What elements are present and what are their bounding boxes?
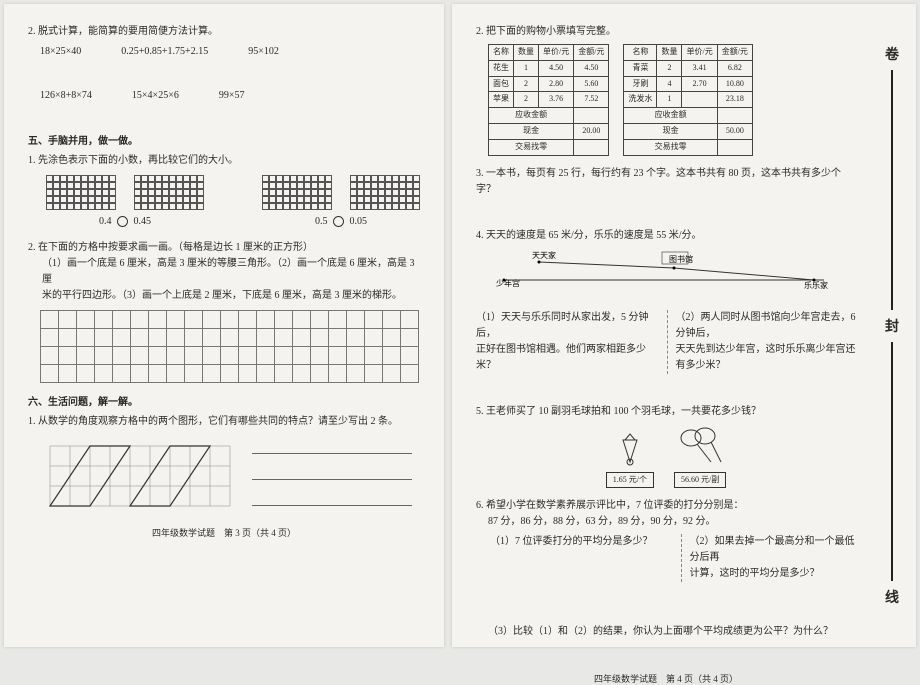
side-tabs: 卷 封 线 [872, 44, 912, 607]
tab-char: 封 [885, 316, 899, 336]
expr: 15×4×25×6 [132, 88, 179, 104]
dia-label: 天天家 [532, 250, 556, 260]
dia-label: 图书馆 [669, 254, 693, 264]
expr: 99×57 [219, 88, 245, 104]
dia-label: 乐乐家 [804, 280, 828, 290]
racket-icon [675, 426, 725, 466]
scores: 87 分，86 分，88 分，63 分，89 分，90 分，92 分。 [488, 514, 856, 530]
walk-diagram: 天天家 图书馆 乐乐家 少年宫 [494, 248, 856, 304]
page-3: 2. 脱式计算，能简算的要用简便方法计算。 18×25×40 0.25+0.85… [4, 4, 444, 647]
q5-1-text: 1. 先涂色表示下面的小数，再比较它们的大小。 [28, 153, 420, 169]
receipt-2: 名称数量单价/元金额/元 青菜23.416.82牙刷42.7010.80洗发水1… [623, 44, 752, 156]
q6-1-text: 1. 从数学的角度观察方格中的两个图形，它们有哪些共同的特点？请至少写出 2 条… [28, 414, 420, 430]
page-footer: 四年级数学试题 第 4 页（共 4 页） [476, 672, 856, 685]
q2: 2. 脱式计算，能简算的要用简便方法计算。 18×25×40 0.25+0.85… [28, 24, 420, 104]
r-q2: 2. 把下面的购物小票填写完整。 名称数量单价/元金额/元 花生14.504.5… [476, 24, 856, 156]
pattern-svg [40, 436, 240, 516]
cmp-val: 0.45 [134, 216, 152, 227]
q4-2: （2）两人同时从图书馆向少年宫走去，6 分钟后， 天天先到达少年宫，这时乐乐离少… [667, 310, 857, 374]
page-footer: 四年级数学试题 第 3 页（共 4 页） [28, 526, 420, 539]
cmp-val: 0.5 [315, 216, 328, 227]
r-q5: 5. 王老师买了 10 副羽毛球拍和 100 个羽毛球，一共要花多少钱？ 1.6… [476, 404, 856, 489]
q6-subparts: （1）7 位评委打分的平均分是多少？ （2）如果去掉一个最高分和一个最低分后再 … [476, 534, 856, 608]
cmp-val: 0.05 [350, 216, 368, 227]
receipt-tables: 名称数量单价/元金额/元 花生14.504.50面包22.805.60苹果23.… [488, 44, 856, 156]
q5-1: 1. 先涂色表示下面的小数，再比较它们的大小。 0.4 0.45 0.5 0.0… [28, 153, 420, 230]
q5-2b: 米的平行四边形。（3）画一个上底是 2 厘米，下底是 6 厘米，高是 3 厘米的… [42, 288, 420, 304]
pattern-row [40, 436, 420, 516]
receipt-1: 名称数量单价/元金额/元 花生14.504.50面包22.805.60苹果23.… [488, 44, 609, 156]
grids-row [46, 175, 420, 210]
expr-row-2: 126×8+8×74 15×4×25×6 99×57 [40, 88, 420, 104]
tab-char: 线 [885, 587, 899, 607]
answer-lines [252, 436, 420, 516]
compare-circle [333, 216, 344, 227]
r-q4-head: 4. 天天的速度是 65 米/分，乐乐的速度是 55 米/分。 [476, 228, 856, 244]
page-4: 2. 把下面的购物小票填写完整。 名称数量单价/元金额/元 花生14.504.5… [452, 4, 916, 647]
q6-1: 1. 从数学的角度观察方格中的两个图形，它们有哪些共同的特点？请至少写出 2 条… [28, 414, 420, 516]
q5-2-text: 2. 在下面的方格中按要求画一画。（每格是边长 1 厘米的正方形） [28, 240, 420, 256]
q5-2: 2. 在下面的方格中按要求画一画。（每格是边长 1 厘米的正方形） （1）画一个… [28, 240, 420, 383]
price-tag: 56.60 元/副 [674, 472, 726, 489]
expr: 0.25+0.85+1.75+2.15 [121, 44, 208, 60]
q6-1: （1）7 位评委打分的平均分是多少？ [490, 534, 657, 582]
shuttlecock-icon [613, 432, 647, 466]
r-q4: 4. 天天的速度是 65 米/分，乐乐的速度是 55 米/分。 天天家 图书馆 … [476, 228, 856, 374]
drawing-grid [40, 310, 420, 383]
product-row: 1.65 元/个 56.60 元/副 [476, 426, 856, 489]
cmp-val: 0.4 [99, 216, 112, 227]
grid [134, 175, 204, 210]
grid [350, 175, 420, 210]
r-q6-head: 6. 希望小学在数学素养展示评比中，7 位评委的打分分别是： [476, 498, 856, 514]
q2-head: 2. 脱式计算，能简算的要用简便方法计算。 [28, 24, 420, 40]
line [252, 488, 412, 506]
section-6-head: 六、生活问题，解一解。 [28, 393, 420, 408]
q4-subparts: （1）天天与乐乐同时从家出发，5 分钟后， 正好在图书馆相遇。他们两家相距多少米… [476, 310, 856, 374]
q6-3: （3）比较（1）和（2）的结果，你认为上面哪个平均成绩更为公平？为什么？ [488, 624, 856, 640]
r-q5-head: 5. 王老师买了 10 副羽毛球拍和 100 个羽毛球，一共要花多少钱？ [476, 404, 856, 420]
tab-char: 卷 [885, 44, 899, 64]
q6-2: （2）如果去掉一个最高分和一个最低分后再 计算，这时的平均分是多少？ [681, 534, 857, 582]
line [252, 462, 412, 480]
r-q3: 3. 一本书，每页有 25 行，每行约有 23 个字。这本书共有 80 页，这本… [476, 166, 856, 198]
expr-row-1: 18×25×40 0.25+0.85+1.75+2.15 95×102 [40, 44, 420, 60]
grid [262, 175, 332, 210]
r-q6: 6. 希望小学在数学素养展示评比中，7 位评委的打分分别是： 87 分，86 分… [476, 498, 856, 640]
grid-labels: 0.4 0.45 0.5 0.05 [46, 214, 420, 230]
expr: 126×8+8×74 [40, 88, 92, 104]
r-q2-head: 2. 把下面的购物小票填写完整。 [476, 24, 856, 40]
q4-1: （1）天天与乐乐同时从家出发，5 分钟后， 正好在图书馆相遇。他们两家相距多少米… [476, 310, 657, 374]
expr: 18×25×40 [40, 44, 81, 60]
section-5-head: 五、手脑并用，做一做。 [28, 132, 420, 147]
line [252, 436, 412, 454]
grid [46, 175, 116, 210]
q5-2a: （1）画一个底是 6 厘米，高是 3 厘米的等腰三角形。（2）画一个底是 6 厘… [42, 256, 420, 288]
price-tag: 1.65 元/个 [606, 472, 654, 489]
compare-circle [117, 216, 128, 227]
expr: 95×102 [248, 44, 279, 60]
